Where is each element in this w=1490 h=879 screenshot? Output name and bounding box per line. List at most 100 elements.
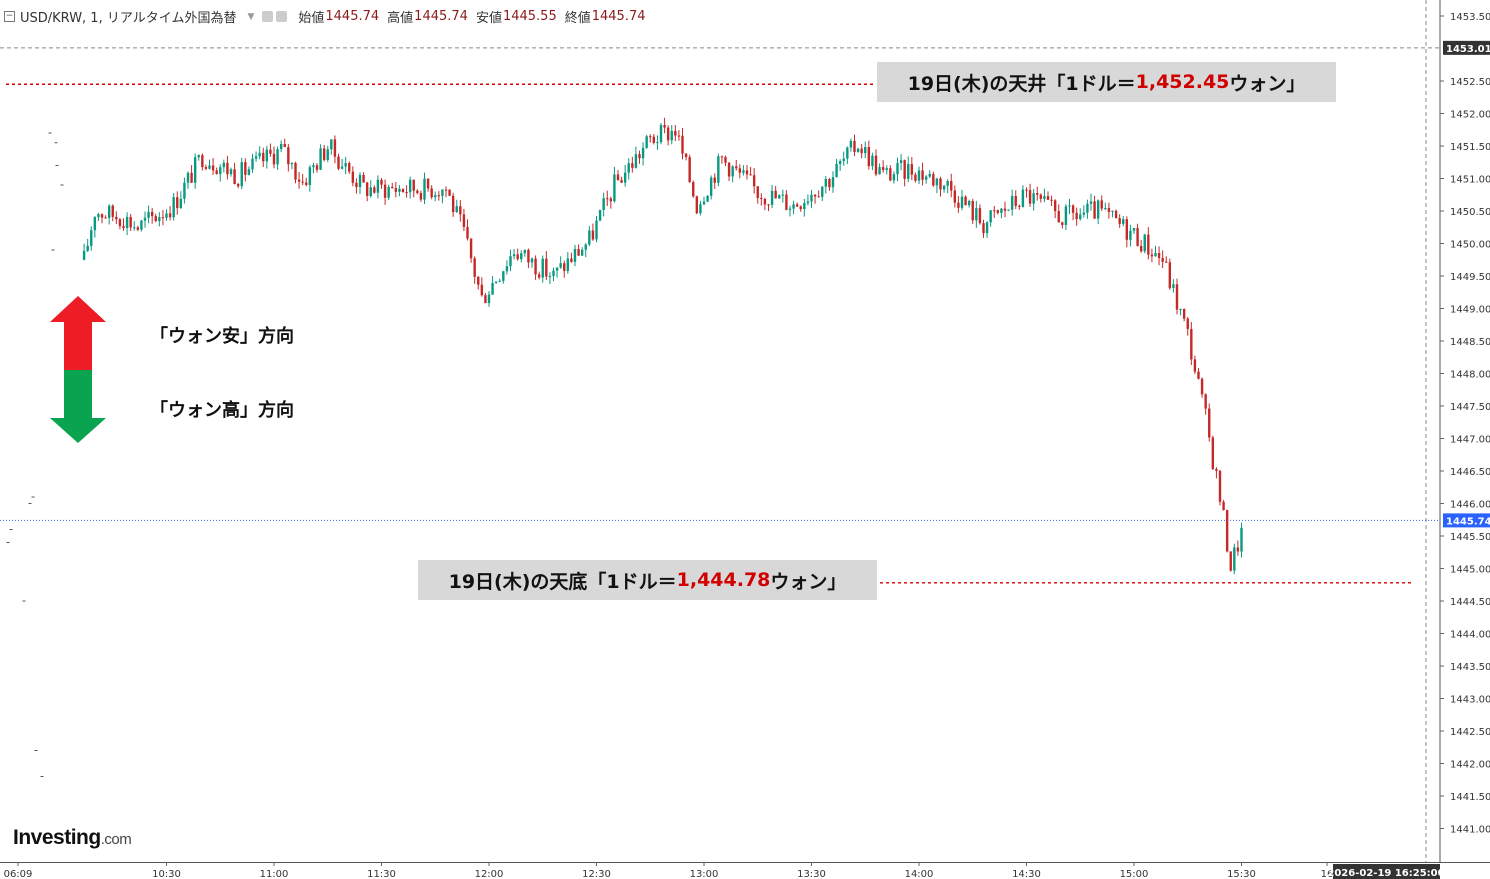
eye-icon[interactable] — [262, 11, 274, 22]
candle-body — [312, 165, 315, 168]
candle-body — [856, 148, 860, 152]
candle-body — [301, 181, 304, 183]
candle-body — [742, 170, 745, 173]
candle-body — [813, 194, 817, 197]
candle-body — [201, 155, 204, 168]
candle-body — [881, 167, 885, 171]
x-tick-label: 13:30 — [797, 869, 826, 879]
candle-body — [133, 227, 136, 229]
candle-body — [380, 179, 383, 185]
candle-body — [233, 169, 236, 185]
high-annotation-value: 1,452.45 — [1135, 71, 1230, 93]
chevron-down-icon[interactable]: ▼ — [247, 11, 255, 22]
y-tick-label: 1447.50 — [1450, 402, 1490, 413]
candle-body — [351, 171, 355, 183]
candle-body — [416, 190, 419, 193]
candle-body — [473, 258, 476, 277]
candle-body — [1007, 209, 1010, 211]
candle-body — [1236, 547, 1240, 552]
candle-body — [649, 136, 652, 138]
candlestick-series — [82, 117, 1243, 575]
candle-body — [978, 208, 982, 224]
candle-body — [1129, 230, 1132, 240]
open-label: 始値 — [298, 11, 325, 26]
candle-body — [434, 195, 437, 198]
candle-body — [548, 276, 552, 278]
candle-body — [1089, 201, 1093, 204]
x-tick-label: 15:30 — [1227, 869, 1256, 879]
y-tick-label: 1445.50 — [1450, 532, 1490, 543]
candle-body — [799, 206, 802, 210]
candle-body — [308, 167, 312, 185]
candle-body — [211, 165, 215, 171]
candle-body — [763, 198, 767, 205]
candle-body — [1050, 199, 1053, 201]
candle-body — [1150, 254, 1154, 257]
candle-body — [1111, 210, 1114, 212]
candle-body — [1086, 203, 1089, 213]
candle-body — [469, 238, 473, 259]
candle-body — [957, 202, 960, 208]
candle-body — [337, 156, 340, 169]
candle-body — [107, 205, 111, 218]
candle-body — [573, 248, 577, 262]
candle-body — [512, 254, 516, 257]
candle-body — [319, 148, 322, 170]
candle-body — [889, 168, 892, 181]
candle-body — [1125, 219, 1129, 240]
candle-body — [247, 169, 251, 175]
candle-body — [383, 184, 387, 198]
candle-body — [297, 179, 301, 182]
candle-body — [638, 154, 641, 159]
candle-body — [821, 186, 824, 197]
candle-body — [1161, 257, 1164, 262]
candle-body — [1043, 196, 1046, 199]
candle-body — [885, 168, 888, 171]
candle-body — [1000, 208, 1003, 213]
candle-body — [914, 174, 917, 181]
candle-body — [1082, 212, 1086, 215]
candle-body — [172, 197, 175, 218]
candle-body — [419, 192, 423, 200]
candle-body — [867, 146, 871, 167]
candle-body — [670, 130, 673, 141]
candle-body — [975, 208, 978, 221]
high-suffix: ウォン」 — [1229, 72, 1306, 95]
candle-body — [964, 196, 967, 206]
candle-body — [244, 162, 247, 175]
crosshair-price-tag: 1453.01 — [1446, 44, 1490, 55]
candle-body — [1025, 189, 1028, 191]
candle-body — [1118, 217, 1121, 224]
candle-body — [666, 127, 670, 141]
candle-body — [1014, 196, 1017, 206]
y-tick-label: 1452.00 — [1450, 110, 1490, 121]
candle-body — [251, 158, 254, 170]
candle-body — [724, 157, 727, 163]
candle-body — [262, 152, 265, 162]
collapse-icon[interactable]: − — [4, 11, 15, 22]
settings-icon[interactable] — [276, 11, 288, 22]
candle-body — [853, 140, 856, 152]
candle-body — [692, 182, 695, 197]
y-tick-label: 1450.50 — [1450, 207, 1490, 218]
x-tick-label: 10:30 — [152, 869, 181, 879]
candle-body — [322, 148, 326, 160]
candle-body — [555, 267, 559, 271]
candle-body — [1046, 196, 1050, 200]
candle-body — [1032, 193, 1035, 204]
candle-body — [523, 249, 527, 254]
symbol-label: USD/KRW, 1, リアルタイム外国為替 — [20, 11, 237, 26]
candle-body — [1197, 371, 1200, 379]
candle-body — [193, 157, 197, 183]
candle-body — [186, 172, 190, 183]
candle-body — [795, 204, 799, 207]
candle-body — [1136, 228, 1139, 246]
arrow-down-icon — [50, 370, 106, 443]
candle-body — [849, 140, 853, 148]
candle-body — [620, 180, 623, 183]
candle-body — [1018, 205, 1021, 207]
candle-body — [831, 177, 835, 188]
investing-logo: Investing.com — [13, 826, 132, 849]
candle-body — [656, 142, 659, 144]
